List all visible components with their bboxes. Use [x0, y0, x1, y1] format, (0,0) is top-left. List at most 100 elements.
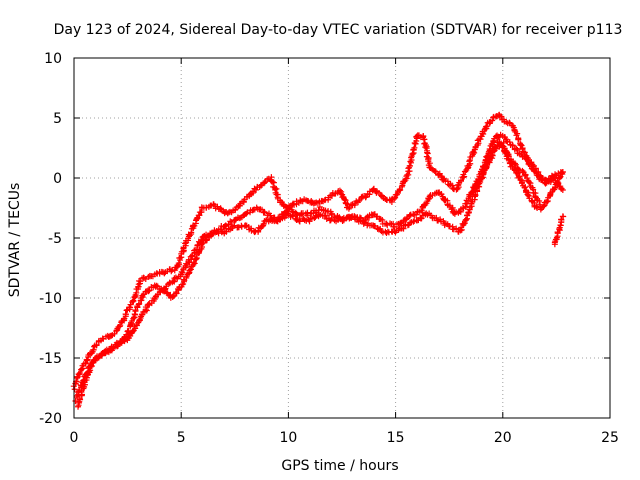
data-point — [431, 168, 438, 175]
series-track-c — [75, 139, 541, 410]
data-point — [504, 149, 511, 156]
data-point — [91, 357, 98, 364]
data-point — [466, 158, 473, 165]
data-point — [489, 151, 496, 158]
data-point — [270, 179, 277, 186]
series-track-d — [467, 138, 566, 213]
data-point — [260, 220, 267, 227]
y-tick-label: 10 — [44, 51, 62, 67]
data-point — [554, 178, 561, 185]
axis-ticks — [73, 57, 611, 419]
data-point — [438, 173, 445, 180]
data-point — [203, 204, 210, 211]
y-tick-label: 0 — [53, 171, 62, 187]
data-point — [72, 397, 79, 404]
data-point — [156, 289, 163, 296]
data-point — [522, 171, 529, 178]
data-point — [558, 216, 565, 223]
data-point — [513, 169, 520, 176]
data-point — [449, 182, 456, 189]
data-point — [511, 160, 518, 167]
data-point — [274, 218, 281, 225]
x-tick-label: 10 — [279, 430, 297, 446]
data-point — [559, 169, 566, 175]
data-point — [554, 230, 561, 237]
data-point — [407, 158, 414, 165]
data-point — [143, 307, 150, 314]
grid — [74, 58, 610, 418]
x-tick-label: 0 — [70, 430, 79, 446]
data-point — [198, 236, 205, 243]
x-axis-label: GPS time / hours — [281, 458, 398, 474]
data-point — [511, 127, 518, 134]
data-point — [532, 165, 539, 172]
data-point — [284, 210, 291, 217]
data-point — [559, 187, 566, 193]
data-point — [198, 209, 205, 216]
data-point — [273, 185, 280, 192]
data-point — [557, 173, 564, 180]
x-tick-label: 5 — [177, 430, 186, 446]
data-point — [409, 150, 416, 157]
data-point — [186, 267, 193, 274]
data-point — [540, 203, 547, 210]
data-point — [289, 212, 296, 219]
data-point — [412, 140, 419, 147]
data-point — [131, 311, 138, 318]
data-point — [553, 234, 560, 241]
x-tick-label: 15 — [387, 430, 405, 446]
data-point — [175, 260, 182, 267]
data-point — [536, 197, 543, 204]
data-point — [522, 184, 529, 191]
data-point — [176, 255, 183, 262]
data-point — [336, 187, 343, 194]
y-axis-label: SDTVAR / TECUs — [7, 183, 23, 298]
data-point — [461, 220, 468, 227]
data-point — [385, 229, 392, 236]
data-point — [116, 323, 123, 330]
y-tick-label: -20 — [39, 411, 62, 427]
data-point — [463, 203, 470, 210]
data-point — [168, 268, 175, 275]
data-point — [420, 133, 427, 140]
data-point — [460, 220, 467, 227]
data-point — [522, 155, 529, 162]
data-point — [391, 195, 398, 202]
data-point — [129, 299, 136, 305]
y-tick-label: 5 — [53, 111, 62, 127]
y-tick-label: -15 — [39, 351, 62, 367]
data-point — [341, 196, 348, 203]
data-point — [191, 247, 198, 254]
data-point — [559, 213, 566, 220]
data-point — [505, 153, 512, 160]
data-point — [130, 297, 137, 304]
data-point — [153, 282, 160, 289]
data-point — [422, 144, 429, 151]
data-point — [328, 210, 335, 217]
data-point — [146, 287, 153, 294]
series-track-e — [551, 213, 567, 248]
data-point — [516, 173, 523, 180]
series-track-b — [72, 131, 566, 404]
data-point — [392, 194, 399, 201]
x-tick-label: 20 — [494, 430, 512, 446]
data-point — [125, 327, 132, 334]
data-point — [122, 311, 129, 318]
data-point — [406, 162, 413, 169]
data-point — [515, 166, 522, 173]
data-point — [542, 180, 549, 187]
data-point — [223, 228, 230, 235]
data-point — [86, 368, 93, 375]
data-point — [171, 267, 178, 274]
data-point — [410, 218, 417, 225]
data-point — [123, 307, 130, 314]
data-point — [410, 211, 417, 218]
data-point — [108, 332, 115, 339]
data-point — [77, 396, 84, 403]
data-point — [296, 218, 303, 225]
data-point — [533, 203, 540, 210]
data-point — [471, 149, 478, 156]
data-point — [76, 370, 83, 377]
data-point — [518, 179, 525, 186]
